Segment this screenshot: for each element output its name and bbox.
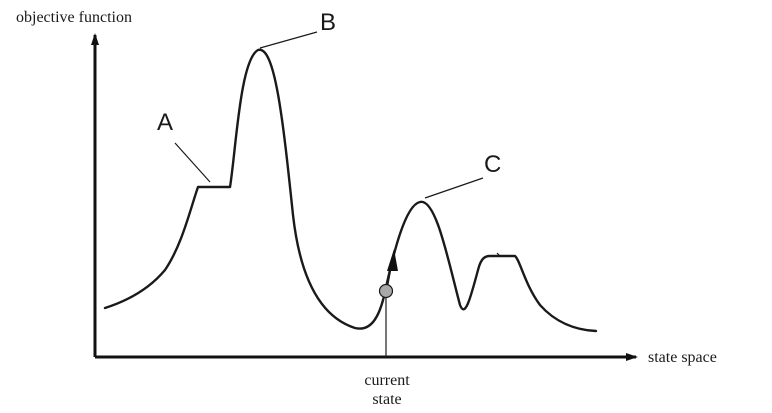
plateau-label: A (157, 109, 173, 136)
global-maximum-leader-line (259, 31, 318, 49)
y-axis-label: objective function (16, 9, 132, 26)
x-axis-label: state space (648, 349, 717, 366)
global-maximum-label: B (320, 9, 336, 36)
objective-function-curve (103, 48, 598, 333)
local-maximum-label: C (484, 151, 501, 178)
local-maximum-leader-line (424, 177, 484, 199)
current-state-label-line2: state (372, 391, 401, 408)
current-state-label-line1: current (364, 372, 410, 389)
uphill-direction-arrowhead (387, 249, 398, 271)
current-state-marker (378, 283, 394, 299)
right-plateau-tick (496, 252, 501, 257)
plateau-leader-line (174, 142, 211, 183)
